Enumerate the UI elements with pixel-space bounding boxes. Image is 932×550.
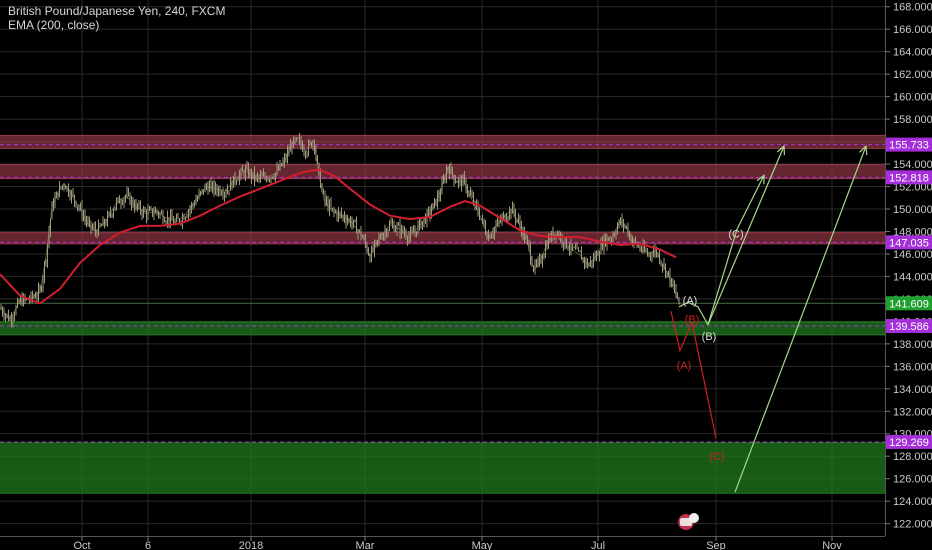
x-tick-label: Sep <box>706 540 726 550</box>
wave-label-green: (C) <box>728 229 743 241</box>
y-tick-label: 154.000 <box>893 159 932 171</box>
x-tick-label: May <box>472 540 493 550</box>
wave-projections <box>670 144 868 493</box>
x-tick-label: 2018 <box>239 540 263 550</box>
price-tag-label: 139.586 <box>889 321 929 333</box>
y-tick-label: 136.000 <box>893 361 932 373</box>
wave-labels: (A) (B) (C) (B) (A) (C) <box>677 229 744 463</box>
wave-red-path <box>691 322 717 439</box>
price-tag <box>886 296 932 311</box>
arrow-head-icon <box>859 144 868 156</box>
y-tick-label: 164.000 <box>893 47 932 59</box>
arrow-head-icon <box>776 144 786 156</box>
price-tag-label: 155.733 <box>889 140 929 152</box>
wave-label-green: (B) <box>702 331 717 343</box>
y-tick-label: 168.000 <box>893 2 932 14</box>
wave-label-red: (B) <box>685 314 700 326</box>
y-tick-label: 132.000 <box>893 406 932 418</box>
logo-plate-icon <box>680 518 692 526</box>
x-tick-label: Oct <box>73 540 90 550</box>
y-tick-label: 128.000 <box>893 451 932 463</box>
resistance-zone <box>0 232 885 244</box>
x-tick-label: 6 <box>145 540 151 550</box>
price-line <box>0 138 681 320</box>
wave-green-path <box>734 145 867 493</box>
wave-green-path <box>707 145 785 325</box>
price-zones <box>0 134 885 494</box>
y-tick-label: 144.000 <box>893 271 932 283</box>
x-tick-label: Nov <box>822 540 842 550</box>
indicator-title: EMA (200, close) <box>8 18 100 32</box>
wave-green-path <box>707 175 765 325</box>
y-tick-label: 122.000 <box>893 519 932 531</box>
support-zone <box>0 321 885 335</box>
y-tick-label: 158.000 <box>893 114 932 126</box>
tradingview-logo <box>678 513 699 530</box>
price-tag-label: 129.269 <box>889 437 929 449</box>
price-tag <box>886 319 932 334</box>
wave-label-green: (A) <box>683 295 698 307</box>
y-tick-label: 166.000 <box>893 24 932 36</box>
wave-green-path <box>678 301 709 325</box>
y-tick-label: 134.000 <box>893 384 932 396</box>
price-tag <box>886 434 932 449</box>
y-tick-label: 138.000 <box>893 339 932 351</box>
time-axis[interactable]: Oct 6 2018 Mar May Jul Sep Nov <box>73 536 842 550</box>
resistance-zone <box>0 164 885 179</box>
price-tag <box>886 235 932 250</box>
logo-badge-icon <box>689 513 699 523</box>
ema-series-line <box>0 168 677 305</box>
y-tick-label: 146.000 <box>893 249 932 261</box>
price-tag <box>886 137 932 152</box>
chart-title: British Pound/Japanese Yen, 240, FXCM EM… <box>8 4 225 32</box>
y-tick-label: 124.000 <box>893 496 932 508</box>
wave-label-red: (C) <box>709 451 724 463</box>
symbol-title: British Pound/Japanese Yen, 240, FXCM <box>8 4 226 18</box>
arrow-head-icon <box>756 174 765 185</box>
horizontal-levels <box>0 144 885 443</box>
ema-line <box>0 168 677 305</box>
wave-label-red: (A) <box>677 360 692 372</box>
y-tick-label: 162.000 <box>893 69 932 81</box>
y-tick-label: 160.000 <box>893 92 932 104</box>
y-tick-label: 126.000 <box>893 474 932 486</box>
price-tag-label: 152.818 <box>889 172 929 184</box>
x-tick-label: Mar <box>356 540 375 550</box>
wave-red-path <box>670 311 693 353</box>
price-tag-label: 147.035 <box>889 237 929 249</box>
price-tag <box>886 170 932 185</box>
price-tags: 155.733 152.818 147.035 141.609 139.586 129.2… <box>886 137 932 449</box>
support-zone <box>0 442 885 494</box>
x-tick-label: Jul <box>591 540 605 550</box>
y-tick-label: 150.000 <box>893 204 932 216</box>
candles <box>0 133 681 328</box>
y-tick-label: 152.000 <box>893 182 932 194</box>
price-tag-label: 141.609 <box>889 298 929 310</box>
resistance-zone <box>0 135 885 149</box>
